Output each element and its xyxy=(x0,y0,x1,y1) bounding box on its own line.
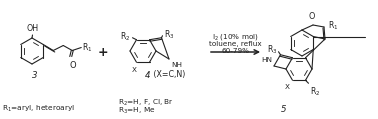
Text: O: O xyxy=(70,60,77,69)
Text: R$_2$: R$_2$ xyxy=(310,85,320,98)
Text: 60-79%: 60-79% xyxy=(222,48,249,54)
Text: R$_3$: R$_3$ xyxy=(164,28,174,41)
Text: R$_3$=H, Me: R$_3$=H, Me xyxy=(118,106,156,116)
Text: R$_2$: R$_2$ xyxy=(120,30,130,43)
Text: 4: 4 xyxy=(145,70,150,79)
Text: R$_3$: R$_3$ xyxy=(267,43,277,56)
Text: O: O xyxy=(309,12,315,21)
Text: R$_1$=aryl, heteroaryl: R$_1$=aryl, heteroaryl xyxy=(2,104,75,114)
Text: OH: OH xyxy=(27,24,39,33)
Text: R$_1$: R$_1$ xyxy=(328,20,339,32)
Text: NH: NH xyxy=(171,62,182,68)
Text: I$_2$ (10% mol): I$_2$ (10% mol) xyxy=(212,32,259,42)
Text: 5: 5 xyxy=(281,104,287,114)
Text: toluene, reflux: toluene, reflux xyxy=(209,41,262,47)
Text: R$_2$=H, F, Cl, Br: R$_2$=H, F, Cl, Br xyxy=(118,98,174,108)
Text: (X=C,N): (X=C,N) xyxy=(151,70,185,79)
Text: X: X xyxy=(132,67,137,73)
Text: X: X xyxy=(285,84,290,90)
Text: R$_1$: R$_1$ xyxy=(82,41,93,54)
Text: HN: HN xyxy=(261,57,272,63)
Text: +: + xyxy=(98,45,108,59)
Text: 3: 3 xyxy=(32,70,38,79)
